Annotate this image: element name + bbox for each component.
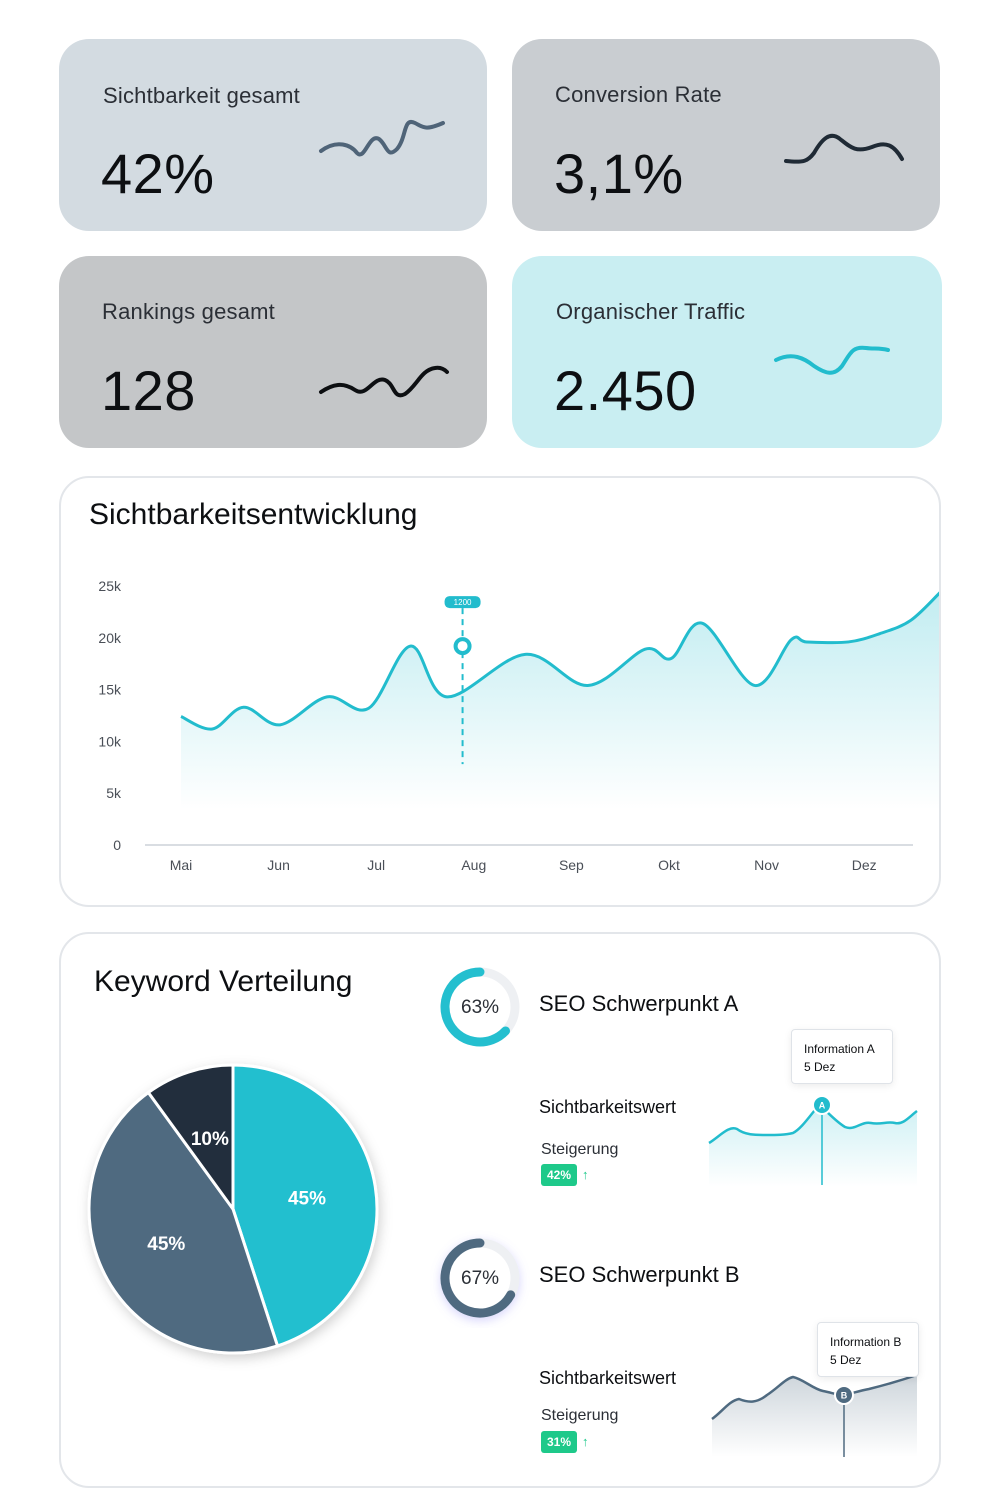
kpi-card-conversion[interactable]: Conversion Rate 3,1%	[512, 39, 940, 231]
area-fill	[181, 593, 939, 810]
arrow-up-icon: ↑	[582, 1167, 589, 1182]
info-title: Information B	[830, 1335, 902, 1349]
seo-b-badge: 31%	[541, 1431, 577, 1453]
kpi-card-sichtbarkeit[interactable]: Sichtbarkeit gesamt 42%	[59, 39, 487, 231]
x-tick-label: Aug	[461, 857, 486, 873]
kpi-label: Conversion Rate	[555, 82, 722, 107]
donut-arc	[440, 1238, 516, 1318]
keyword-title: Keyword Verteilung	[94, 965, 353, 998]
marker-letter: A	[819, 1101, 826, 1111]
donut-seo-a-label: 63%	[461, 997, 500, 1018]
seo-a-subtitle: Sichtbarkeitswert	[539, 1097, 677, 1117]
kpi-value: 42%	[101, 142, 215, 205]
sparkline	[319, 365, 449, 398]
kpi-value: 3,1%	[554, 142, 684, 205]
pie-slice-slate[interactable]	[87, 1090, 280, 1355]
info-title: Information A	[804, 1042, 875, 1056]
highlight-point[interactable]	[453, 637, 472, 656]
marker-dot[interactable]	[812, 1095, 832, 1115]
donut-arc	[440, 967, 511, 1047]
kpi-card-rankings[interactable]: Rankings gesamt 128	[59, 256, 487, 448]
pie-slice-cyan[interactable]	[231, 1063, 379, 1348]
pie-slice-label: 45%	[288, 1188, 326, 1209]
x-tick-label: Okt	[658, 857, 680, 873]
seo-b-steigerung-label: Steigerung	[541, 1407, 619, 1424]
y-tick-label: 25k	[98, 578, 122, 594]
donut-seo-a[interactable]	[430, 957, 530, 1057]
y-tick-label: 0	[113, 837, 121, 853]
kpi-label: Sichtbarkeit gesamt	[103, 83, 300, 108]
y-tick-label: 20k	[98, 630, 122, 646]
info-date: 5 Dez	[804, 1060, 836, 1074]
marker-dot[interactable]	[834, 1385, 854, 1405]
donut-seo-b[interactable]	[430, 1228, 530, 1328]
mini-line	[711, 1373, 918, 1421]
info-date: 5 Dez	[830, 1353, 862, 1367]
marker-letter: B	[841, 1391, 848, 1401]
kpi-value: 2.450	[554, 359, 697, 422]
seo-a-sparkline-chart: A	[708, 1095, 918, 1187]
y-tick-label: 15k	[98, 682, 122, 698]
seo-b-title: SEO Schwerpunkt B	[539, 1262, 740, 1287]
seo-b-subtitle: Sichtbarkeitswert	[539, 1368, 677, 1388]
kpi-label: Rankings gesamt	[102, 299, 275, 324]
seo-a-title: SEO Schwerpunkt A	[539, 991, 739, 1016]
x-tick-label: Jun	[267, 857, 290, 873]
x-tick-label: Mai	[170, 857, 193, 873]
donut-seo-b-label: 67%	[461, 1268, 500, 1289]
sparkline	[319, 119, 445, 157]
sparkline	[784, 133, 904, 164]
mini-area	[709, 1105, 917, 1187]
kpi-value: 128	[101, 359, 196, 422]
pie-slice-dark[interactable]	[146, 1063, 235, 1214]
y-tick-label: 10k	[98, 733, 122, 749]
keyword-pie-chart[interactable]: 45% 45% 10%	[73, 1044, 403, 1374]
sparkline	[774, 345, 890, 375]
seo-a-steigerung-label: Steigerung	[541, 1141, 619, 1158]
pie-slice-label: 10%	[191, 1129, 229, 1150]
y-tick-label: 5k	[106, 785, 122, 801]
seo-a-badge: 42%	[541, 1164, 577, 1186]
x-tick-label: Jul	[367, 857, 385, 873]
info-box-a: Information A 5 Dez	[791, 1029, 893, 1084]
keyword-panel: Keyword Verteilung 45% 45% 10% 63% SEO Sch…	[59, 932, 941, 1488]
tooltip-value: 1200	[454, 598, 472, 607]
visibility-chart-panel: Sichtbarkeitsentwicklung 0 5k 10k 15k 20k 25k…	[59, 476, 941, 907]
tooltip-badge	[444, 596, 481, 609]
kpi-label: Organischer Traffic	[556, 299, 746, 324]
chart-title: Sichtbarkeitsentwicklung	[89, 498, 418, 531]
x-tick-label: Sep	[559, 857, 584, 873]
series-line	[180, 591, 939, 731]
mini-area	[712, 1375, 917, 1457]
arrow-up-icon: ↑	[582, 1434, 589, 1449]
visibility-chart[interactable]: 0 5k 10k 15k 20k 25k Mai Jun Jul Aug Sep Okt Nov Dez…	[61, 478, 939, 905]
seo-b-sparkline-chart: B	[711, 1373, 918, 1457]
x-tick-label: Nov	[754, 857, 779, 873]
x-tick-label: Dez	[852, 857, 877, 873]
kpi-card-traffic[interactable]: Organischer Traffic 2.450	[512, 256, 942, 448]
pie-slice-label: 45%	[147, 1234, 185, 1255]
info-box-b: Information B 5 Dez	[817, 1322, 919, 1377]
